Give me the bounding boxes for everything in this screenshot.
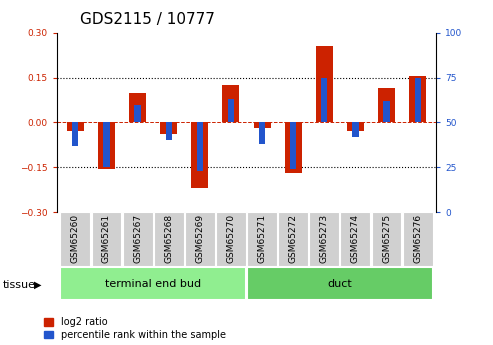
Bar (61, 212, 90, 266)
Bar (191, 122, 209, 188)
Text: GSM65272: GSM65272 (289, 214, 298, 263)
Bar (278, 212, 308, 266)
Bar (228, 99, 234, 122)
Text: tissue: tissue (2, 280, 35, 289)
Bar (247, 212, 277, 266)
Bar (104, 122, 109, 167)
Text: GSM65276: GSM65276 (413, 214, 422, 263)
Text: GSM65275: GSM65275 (382, 214, 391, 263)
Bar (185, 212, 215, 266)
Text: GSM65270: GSM65270 (226, 214, 236, 263)
Bar (259, 122, 265, 144)
Bar (347, 122, 364, 131)
Bar (61, 267, 246, 300)
Bar (135, 105, 141, 122)
Text: GSM65268: GSM65268 (164, 214, 173, 263)
Bar (341, 212, 370, 266)
Text: GSM65260: GSM65260 (71, 214, 80, 263)
Bar (352, 122, 358, 137)
Bar (154, 212, 184, 266)
Bar (222, 85, 240, 122)
Text: duct: duct (327, 279, 352, 289)
Text: GSM65274: GSM65274 (351, 214, 360, 263)
Bar (67, 122, 84, 131)
Bar (415, 78, 421, 122)
Bar (403, 212, 432, 266)
Bar (384, 101, 389, 122)
Bar (98, 122, 115, 169)
Bar (160, 122, 177, 135)
Bar (321, 78, 327, 122)
Legend: log2 ratio, percentile rank within the sample: log2 ratio, percentile rank within the s… (44, 317, 226, 340)
Bar (284, 122, 302, 173)
Text: terminal end bud: terminal end bud (105, 279, 201, 289)
Bar (372, 212, 401, 266)
Bar (72, 122, 78, 146)
Text: GSM65267: GSM65267 (133, 214, 142, 263)
Text: ▶: ▶ (34, 280, 41, 289)
Bar (123, 212, 152, 266)
Text: GDS2115 / 10777: GDS2115 / 10777 (80, 12, 215, 27)
Bar (378, 88, 395, 122)
Bar (290, 122, 296, 169)
Bar (316, 46, 333, 122)
Text: GSM65273: GSM65273 (320, 214, 329, 263)
Text: GSM65261: GSM65261 (102, 214, 111, 263)
Bar (129, 92, 146, 122)
Bar (197, 122, 203, 171)
Bar (253, 122, 271, 128)
Bar (92, 212, 121, 266)
Bar (216, 212, 246, 266)
Bar (409, 76, 426, 122)
Text: GSM65271: GSM65271 (257, 214, 267, 263)
Bar (309, 212, 339, 266)
Bar (247, 267, 432, 300)
Text: GSM65269: GSM65269 (195, 214, 204, 263)
Bar (166, 122, 172, 140)
